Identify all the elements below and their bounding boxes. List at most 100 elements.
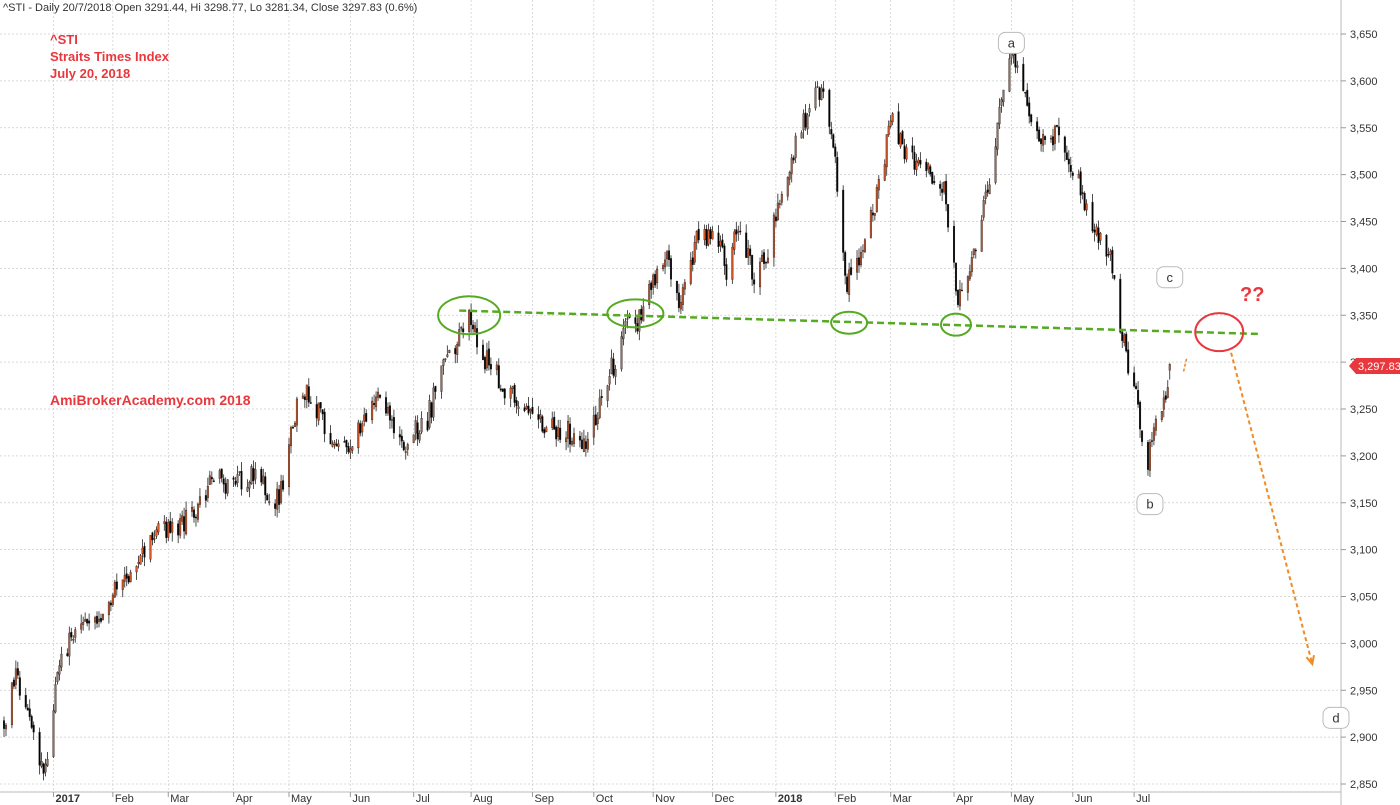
candle-body	[679, 301, 682, 310]
y-tick-label: 2,850	[1350, 779, 1378, 791]
candle	[191, 501, 194, 517]
candle-body	[733, 231, 736, 250]
candle	[814, 81, 817, 111]
candle-body	[430, 402, 433, 418]
candle-body	[185, 509, 188, 535]
x-tick-label: Jun	[1075, 793, 1093, 805]
candle-body	[4, 724, 7, 730]
candle	[527, 397, 530, 416]
candle-body	[434, 385, 437, 392]
candle	[792, 155, 795, 164]
candle	[697, 221, 700, 244]
candle-body	[240, 471, 243, 490]
candle-body	[193, 509, 196, 518]
candle	[365, 409, 368, 423]
candle-body	[1014, 51, 1017, 68]
candle-body	[612, 358, 615, 376]
candle	[446, 345, 449, 358]
candle-body	[226, 479, 229, 494]
candle-body	[668, 250, 671, 261]
grid	[0, 0, 1341, 792]
candle	[1109, 248, 1112, 261]
candle-body	[669, 258, 672, 280]
candle-body	[1002, 89, 1005, 103]
candle	[101, 613, 104, 621]
candle-body	[84, 619, 87, 622]
candle-body	[1091, 201, 1094, 232]
candle	[497, 358, 500, 389]
candle-body	[58, 665, 61, 675]
candle	[460, 325, 463, 332]
candle-body	[802, 113, 805, 131]
y-tick-label: 3,400	[1350, 263, 1378, 275]
candle-body	[719, 240, 722, 247]
candle	[883, 159, 886, 182]
candle-body	[681, 287, 684, 305]
candle-body	[3, 720, 6, 729]
candle-body	[954, 262, 957, 292]
candle	[44, 758, 47, 777]
candle	[960, 282, 963, 292]
candle	[32, 721, 35, 741]
candle	[319, 402, 322, 413]
candle-body	[513, 384, 516, 403]
candle	[1154, 415, 1157, 436]
candle	[1049, 135, 1052, 143]
candle-body	[662, 265, 665, 269]
candle-body	[584, 441, 587, 449]
candle-body	[98, 618, 101, 622]
candle-body	[181, 515, 184, 522]
candle-body	[759, 261, 762, 288]
candle	[958, 280, 961, 311]
candle-body	[974, 249, 977, 252]
candle-body	[206, 486, 209, 498]
candle	[1038, 126, 1041, 142]
candle	[877, 175, 880, 199]
candle-body	[822, 88, 825, 92]
x-tick-label: May	[291, 793, 312, 805]
candle	[751, 254, 754, 287]
candle	[240, 461, 243, 496]
candle	[996, 122, 999, 156]
candle-body	[573, 433, 576, 444]
candle	[800, 130, 803, 139]
candle	[331, 440, 334, 448]
candle-body	[875, 187, 878, 213]
candle-body	[66, 653, 69, 657]
candle-body	[276, 488, 279, 510]
candle	[913, 145, 916, 175]
candle-body	[1063, 136, 1066, 153]
candle-body	[361, 423, 364, 433]
candle	[98, 611, 101, 628]
candle	[559, 419, 562, 443]
candle-body	[1135, 385, 1138, 389]
candle-body	[725, 264, 728, 280]
wave-label-text: b	[1146, 497, 1153, 512]
candle-body	[529, 409, 532, 412]
candle	[254, 462, 257, 485]
candle-body	[476, 328, 479, 348]
candle	[377, 387, 380, 401]
candle	[84, 612, 87, 622]
candle	[1137, 381, 1140, 408]
candle	[598, 389, 601, 420]
candle	[1135, 382, 1138, 390]
candle-body	[998, 107, 1001, 125]
candle-body	[1083, 192, 1086, 211]
candle-body	[32, 724, 35, 733]
candle	[386, 402, 389, 416]
candle-body	[295, 398, 298, 426]
candle-body	[620, 336, 623, 370]
candle	[972, 248, 975, 259]
candle-body	[377, 391, 380, 398]
candle-body	[1053, 125, 1056, 144]
candle-body	[54, 684, 57, 713]
candle	[745, 224, 748, 258]
candle	[998, 98, 1001, 129]
candle	[1067, 150, 1070, 173]
candle	[181, 510, 184, 525]
candle	[1152, 423, 1155, 446]
candle	[761, 250, 764, 263]
candle	[46, 752, 49, 767]
candle	[347, 442, 350, 455]
